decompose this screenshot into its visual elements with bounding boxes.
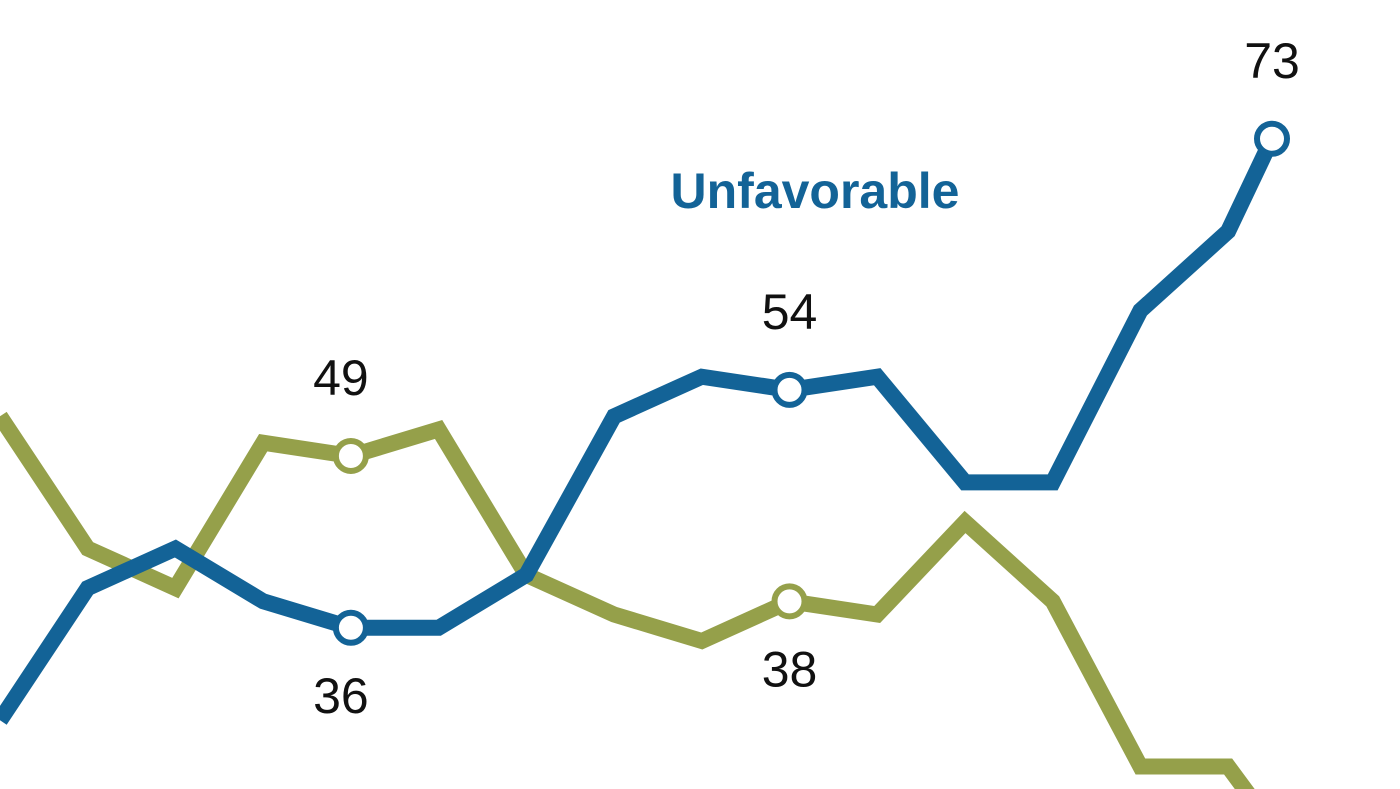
series-label: Unfavorable — [671, 163, 960, 219]
plot-area — [0, 120, 1290, 789]
point-marker — [771, 583, 808, 620]
point-marker — [771, 371, 808, 408]
point-marker — [332, 437, 369, 474]
point-marker — [1254, 120, 1290, 157]
data-label: 38 — [762, 642, 818, 698]
series-line — [0, 135, 1280, 725]
data-label: 49 — [313, 350, 369, 406]
data-label: 54 — [762, 284, 818, 340]
data-label: 73 — [1244, 33, 1300, 89]
data-label: 36 — [313, 668, 369, 724]
point-marker — [332, 609, 369, 646]
series-line — [0, 411, 1255, 789]
